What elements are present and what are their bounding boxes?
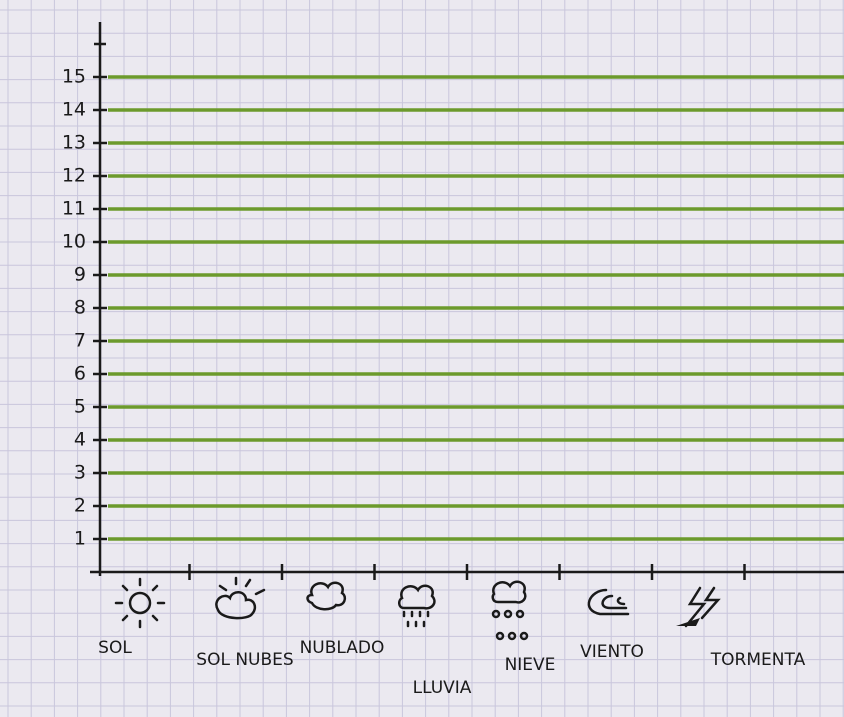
- x-tick-label: VIENTO: [580, 642, 644, 662]
- x-tick-label: NIEVE: [505, 655, 556, 675]
- y-tick-label: 14: [62, 99, 86, 121]
- y-tick-label: 6: [74, 363, 86, 385]
- y-tick-label: 1: [74, 528, 86, 550]
- x-tick-label: NUBLADO: [300, 638, 385, 658]
- y-tick-label: 13: [62, 132, 86, 154]
- y-tick-label: 3: [74, 462, 86, 484]
- y-tick-label: 8: [74, 297, 86, 319]
- x-tick-label: SOL: [98, 638, 132, 658]
- y-tick-label: 4: [74, 429, 86, 451]
- y-tick-label: 7: [74, 330, 86, 352]
- y-tick-label: 15: [62, 66, 86, 88]
- y-tick-label: 2: [74, 495, 86, 517]
- y-tick-label: 12: [62, 165, 86, 187]
- x-tick-label: TORMENTA: [710, 650, 806, 670]
- y-tick-label: 10: [62, 231, 86, 253]
- weather-icons: [114, 576, 721, 641]
- y-tick-label: 11: [62, 198, 86, 220]
- y-tick-label: 5: [74, 396, 86, 418]
- y-tick-label: 9: [74, 264, 86, 286]
- x-tick-label: SOL NUBES: [196, 650, 293, 670]
- x-tick-label: LLUVIA: [413, 678, 472, 698]
